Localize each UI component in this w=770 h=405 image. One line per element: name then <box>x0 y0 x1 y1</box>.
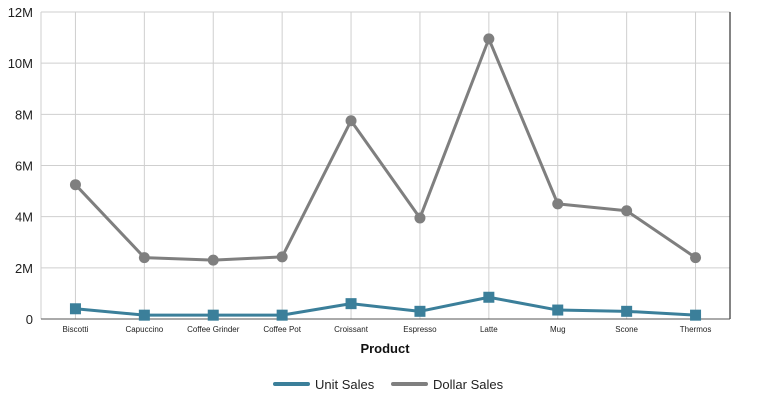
dollar-sales-line <box>74 37 697 262</box>
legend-label: Dollar Sales <box>433 377 504 392</box>
unit-sales-point[interactable] <box>345 298 357 310</box>
dollar-sales-point[interactable] <box>414 212 426 224</box>
legend-item-dollar-sales[interactable]: Dollar Sales <box>391 377 504 392</box>
y-tick-label: 10M <box>8 56 33 71</box>
legend-item-unit-sales[interactable]: Unit Sales <box>273 377 375 392</box>
dollar-sales-point[interactable] <box>138 252 150 264</box>
unit-sales-point[interactable] <box>414 305 426 317</box>
y-tick-label: 12M <box>8 5 33 20</box>
dollar-sales-point[interactable] <box>69 179 81 191</box>
series-layer <box>69 33 702 321</box>
dollar-sales-point[interactable] <box>690 252 702 264</box>
unit-sales-line <box>75 295 696 317</box>
unit-sales-series <box>69 291 702 321</box>
dollar-sales-point[interactable] <box>207 254 219 266</box>
grid <box>41 11 730 320</box>
dollar-sales-point[interactable] <box>483 33 495 45</box>
legend: Unit Sales Dollar Sales <box>273 377 504 392</box>
x-tick-label: Coffee Pot <box>263 325 301 334</box>
unit-sales-point[interactable] <box>138 309 150 321</box>
x-tick-label: Capuccino <box>125 325 163 334</box>
legend-label: Unit Sales <box>315 377 375 392</box>
x-tick-label: Latte <box>480 325 498 334</box>
y-tick-label: 6M <box>15 159 33 174</box>
x-tick-label: Thermos <box>680 325 712 334</box>
x-tick-label: Mug <box>550 325 566 334</box>
y-tick-label: 8M <box>15 107 33 122</box>
x-tick-label: Biscotti <box>63 325 89 334</box>
unit-sales-point[interactable] <box>621 305 633 317</box>
unit-sales-point[interactable] <box>690 309 702 321</box>
dollar-sales-point[interactable] <box>621 205 633 217</box>
x-tick-label: Scone <box>615 325 638 334</box>
dollar-sales-point[interactable] <box>276 251 288 263</box>
y-tick-label: 0 <box>26 312 33 327</box>
x-tick-label: Espresso <box>403 325 437 334</box>
unit-sales-point[interactable] <box>552 304 564 316</box>
x-tick-label: Coffee Grinder <box>187 325 240 334</box>
dollar-sales-point[interactable] <box>345 115 357 127</box>
dollar-sales-point[interactable] <box>552 198 564 210</box>
axes: 0 2M 4M 6M 8M 10M 12M Biscotti Capuccino Coffee G… <box>8 5 731 334</box>
x-axis-title: Product <box>360 341 410 356</box>
x-tick-label: Croissant <box>334 325 369 334</box>
y-tick-label: 2M <box>15 261 33 276</box>
unit-sales-point[interactable] <box>276 309 288 321</box>
dollar-sales-series <box>69 33 702 266</box>
unit-sales-point[interactable] <box>69 303 81 315</box>
unit-sales-point[interactable] <box>207 309 219 321</box>
y-tick-label: 4M <box>15 210 33 225</box>
unit-sales-point[interactable] <box>483 291 495 303</box>
